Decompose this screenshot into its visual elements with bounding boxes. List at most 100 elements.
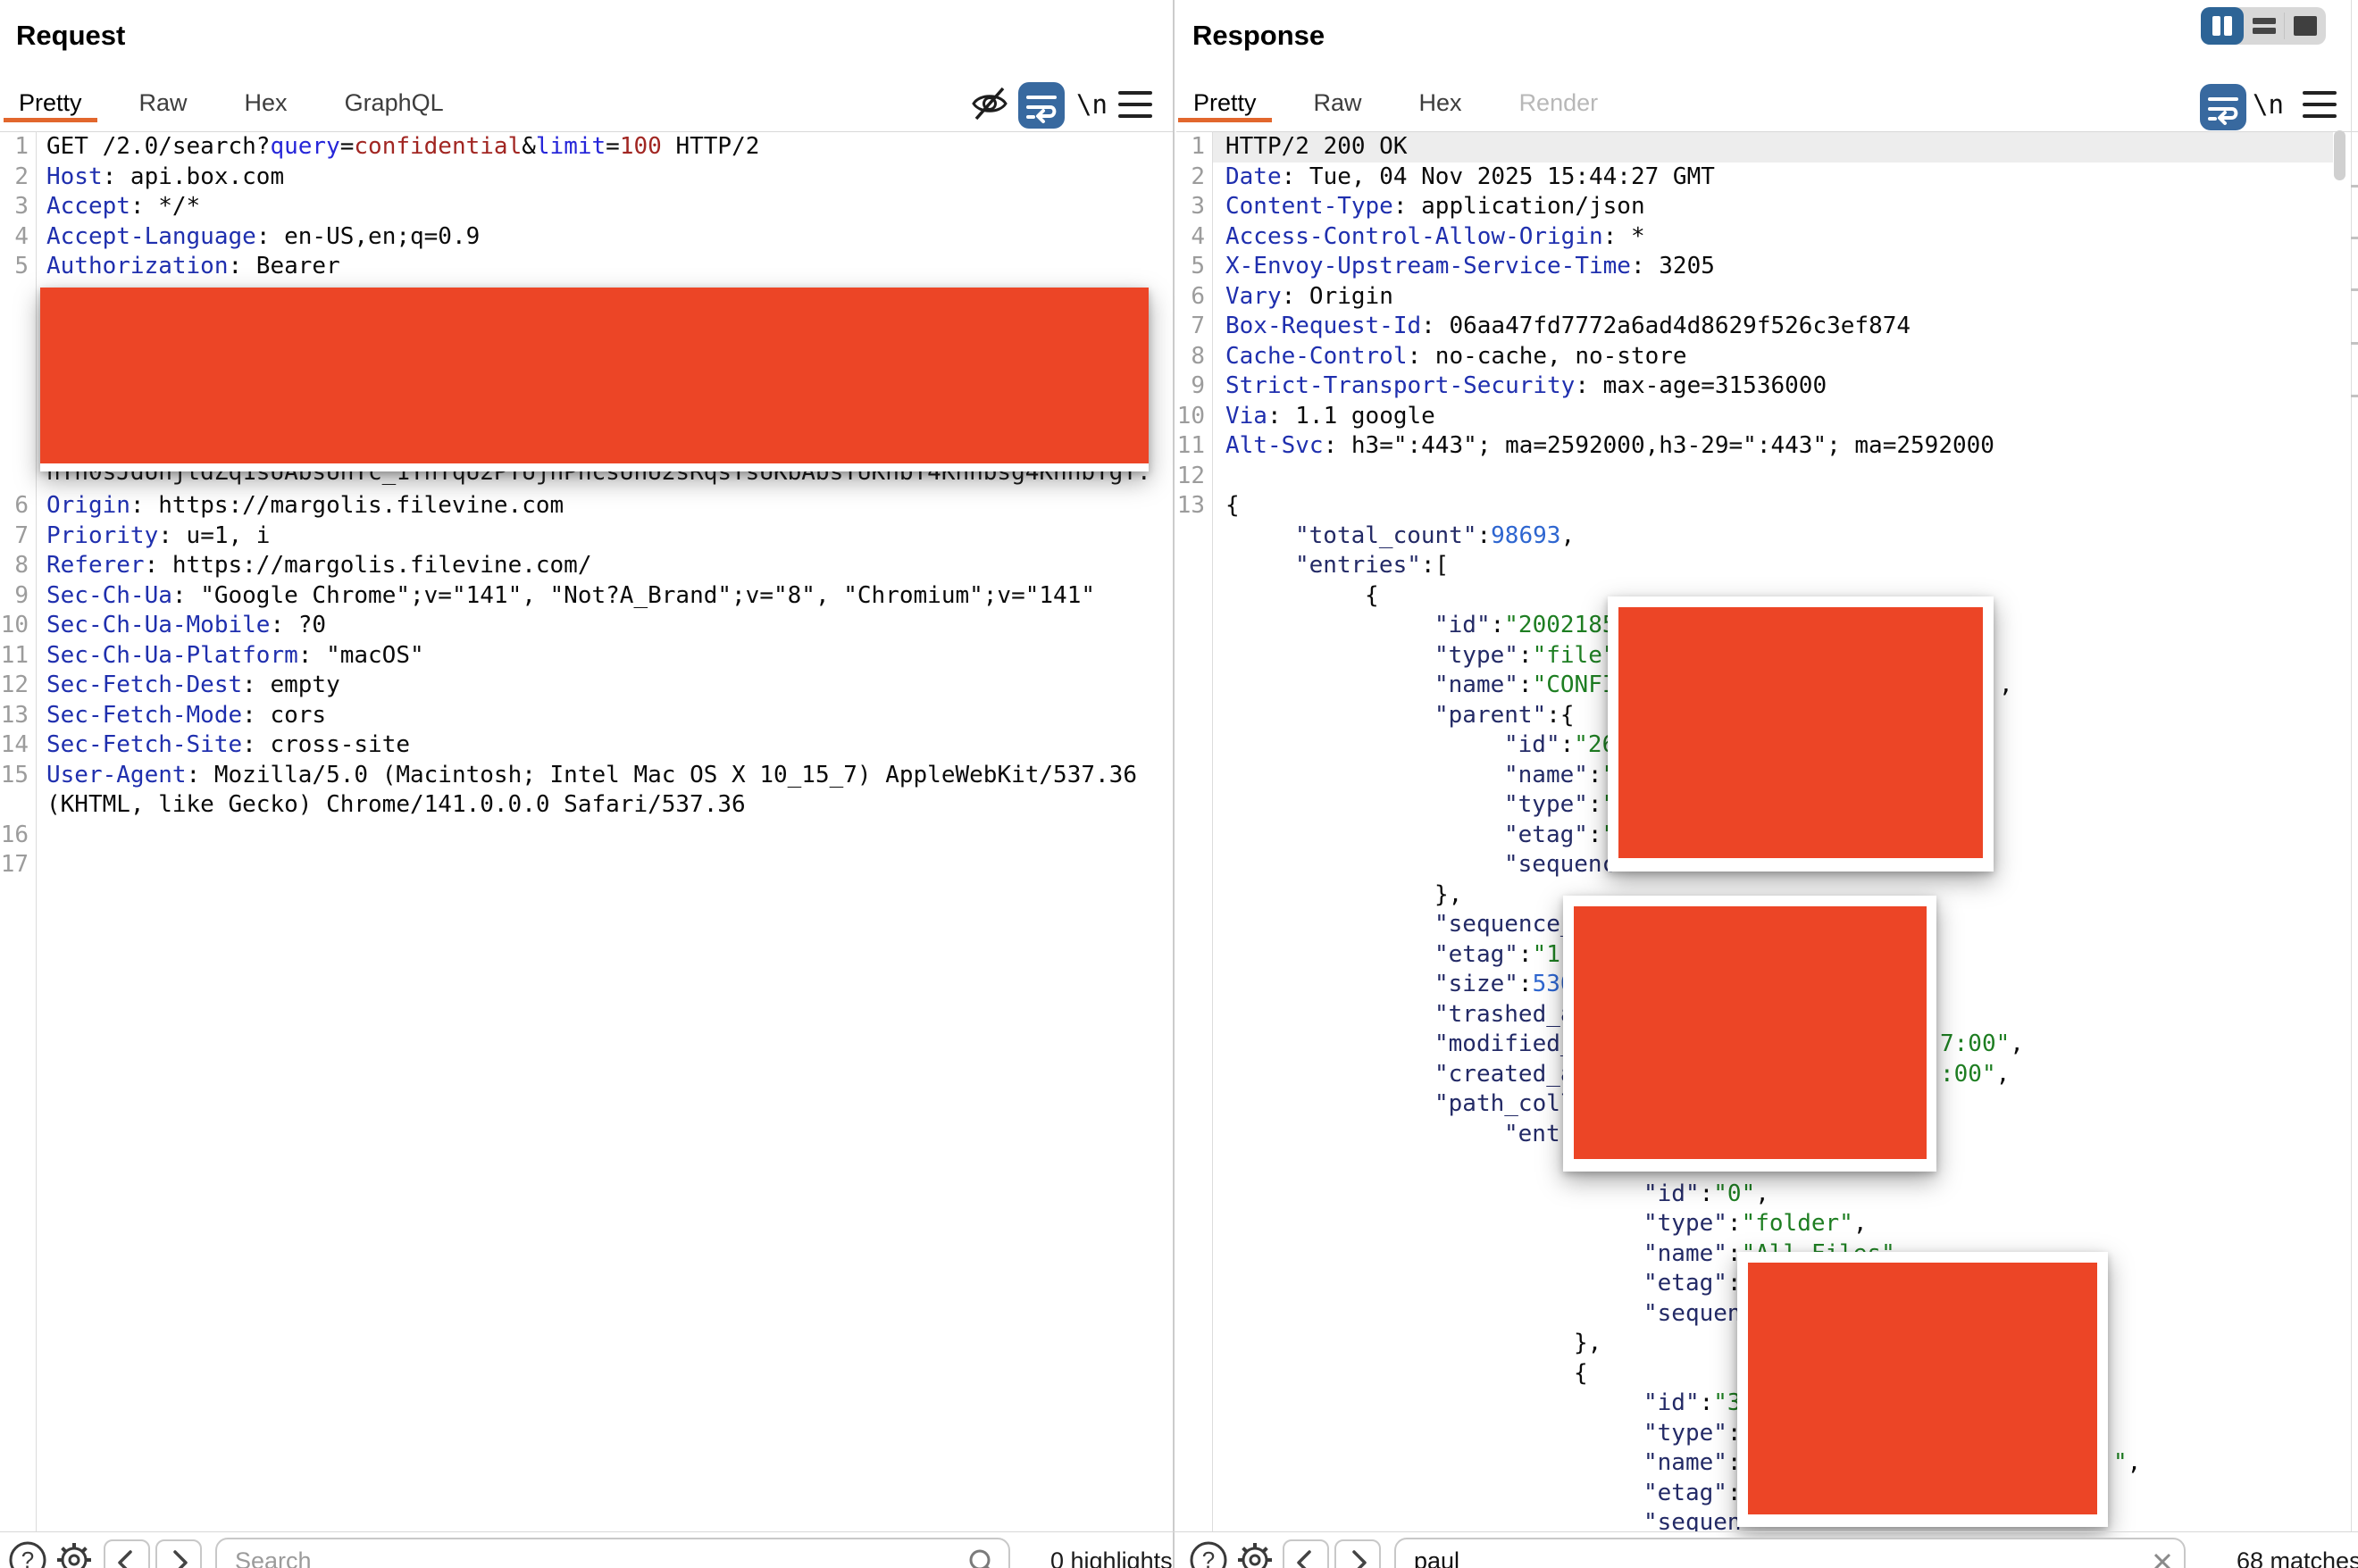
code-row: 8 Cache-Control: no-cache, no-store xyxy=(1176,342,2358,372)
code-row: "etag":" xyxy=(1504,821,1616,848)
line-number: 11 xyxy=(0,641,29,669)
word-wrap-icon[interactable] xyxy=(1018,82,1065,129)
code-row: "parent":{ xyxy=(1434,701,1575,729)
response-tab-hex[interactable]: Hex xyxy=(1418,89,1462,116)
code-row: }, xyxy=(1574,1330,1602,1356)
response-tab-render[interactable]: Render xyxy=(1518,89,1599,116)
code-row: "modified_ 7:00", xyxy=(1176,1030,2358,1060)
response-redaction-2-fill xyxy=(1574,906,1927,1159)
code-row: 7 Box-Request-Id: 06aa47fd7772a6ad4d8629f… xyxy=(1176,312,2358,342)
request-tab-graphql[interactable]: GraphQL xyxy=(344,89,444,116)
code-row: 6 Vary: Origin xyxy=(1176,282,2358,313)
search-match-tick xyxy=(2351,237,2358,239)
code-row: "entr xyxy=(1504,1120,1575,1147)
line-number: 12 xyxy=(0,671,29,698)
request-tab-raw[interactable]: Raw xyxy=(138,89,188,116)
code-row: 14 Sec-Fetch-Site: cross-site xyxy=(0,730,1173,761)
line-number: 15 xyxy=(0,761,29,788)
hide-matches-eye-icon[interactable] xyxy=(968,82,1011,125)
line-number: 1 xyxy=(1191,133,1205,160)
request-settings-gear-icon[interactable] xyxy=(54,1539,95,1568)
response-settings-gear-icon[interactable] xyxy=(1234,1539,1275,1568)
response-next-match-button[interactable] xyxy=(1334,1539,1381,1568)
request-next-match-button[interactable] xyxy=(155,1539,202,1568)
response-content-top-border xyxy=(1176,131,2358,132)
footer-divider xyxy=(0,1531,2358,1532)
code-row: "sequen xyxy=(1643,1299,1742,1327)
code-row: 8 Referer: https://margolis.filevine.com/ xyxy=(0,551,1173,581)
response-panel-title: Response xyxy=(1192,20,1325,51)
code-row: "etag": xyxy=(1643,1270,1742,1297)
response-gutter-divider xyxy=(1212,131,1213,1531)
single-pane-icon xyxy=(2294,16,2317,36)
response-match-count: 68 matches xyxy=(2237,1547,2358,1568)
request-help-icon[interactable]: ? xyxy=(7,1539,48,1568)
request-prev-match-button[interactable] xyxy=(104,1539,150,1568)
response-tabs: Pretty Raw Hex Render xyxy=(1178,82,1613,123)
search-match-tick xyxy=(2351,185,2358,188)
code-row: "id":"2002185 xyxy=(1434,612,1617,638)
code-row: 12 Sec-Fetch-Dest: empty xyxy=(0,671,1173,701)
code-row: "size":530 xyxy=(1434,971,1575,997)
columns-layout-button[interactable] xyxy=(2201,7,2244,45)
response-search-input[interactable] xyxy=(1394,1538,2186,1568)
search-match-tick xyxy=(2351,342,2358,345)
response-tab-raw[interactable]: Raw xyxy=(1313,89,1362,116)
rows-layout-button[interactable] xyxy=(2244,7,2284,45)
request-gutter-divider xyxy=(36,131,37,1531)
line-number: 12 xyxy=(1176,462,1205,489)
request-tab-hex[interactable]: Hex xyxy=(244,89,288,116)
response-prev-match-button[interactable] xyxy=(1283,1539,1329,1568)
code-row: "sequenc xyxy=(1504,851,1617,878)
response-tab-pretty[interactable]: Pretty xyxy=(1178,82,1272,123)
word-wrap-icon[interactable] xyxy=(2200,84,2246,130)
line-number: 5 xyxy=(14,253,29,279)
response-redaction-1 xyxy=(1608,596,1994,872)
code-row: 5 Authorization: Bearer xyxy=(0,252,1173,282)
request-search-magnifier-icon xyxy=(966,1547,999,1568)
response-scrollbar-thumb[interactable] xyxy=(2334,130,2345,180)
code-row: "name":"CONFI, xyxy=(1176,671,2358,701)
code-row: 10 Via: 1.1 google xyxy=(1176,402,2358,432)
line-number: 5 xyxy=(1191,253,1205,279)
code-row: "sequen_ xyxy=(1643,1509,1756,1531)
newline-icon[interactable]: \n xyxy=(1076,89,1108,120)
request-tab-pretty[interactable]: Pretty xyxy=(4,82,97,123)
request-token-redaction xyxy=(40,288,1149,471)
panel-splitter[interactable] xyxy=(1173,0,1175,1568)
code-row: "id":"3 xyxy=(1643,1389,1742,1416)
line-number: 1 xyxy=(14,133,29,160)
selected-line-highlight xyxy=(1213,132,2333,163)
line-number: 2 xyxy=(14,163,29,190)
code-row: 5 X-Envoy-Upstream-Service-Time: 3205 xyxy=(1176,252,2358,282)
request-menu-icon[interactable] xyxy=(1118,91,1152,118)
code-row: 2 Host: api.box.com xyxy=(0,163,1173,193)
single-layout-button[interactable] xyxy=(2284,7,2326,45)
code-row: "sequence_ xyxy=(1434,911,1575,938)
code-row: { xyxy=(1365,581,1379,609)
line-number: 3 xyxy=(1191,193,1205,220)
response-menu-icon[interactable] xyxy=(2303,91,2337,118)
request-tabs: Pretty Raw Hex GraphQL xyxy=(4,82,459,123)
request-content-top-border xyxy=(0,131,1173,132)
line-number: 6 xyxy=(1191,282,1205,310)
line-number: 9 xyxy=(14,581,29,609)
response-redaction-3-fill xyxy=(1748,1263,2097,1514)
code-row: 10 Sec-Ch-Ua-Mobile: ?0 xyxy=(0,611,1173,641)
response-redaction-3 xyxy=(1737,1252,2108,1527)
newline-icon[interactable]: \n xyxy=(2253,89,2284,120)
code-fragment: ", xyxy=(2113,1449,2142,1476)
response-help-icon[interactable]: ? xyxy=(1188,1539,1229,1568)
code-row: "type": xyxy=(1643,1419,1742,1447)
code-row: "type":" xyxy=(1504,791,1616,818)
code-row: 15 User-Agent: Mozilla/5.0 (Macintosh; In… xyxy=(0,761,1173,791)
code-fragment: :00", xyxy=(1940,1060,2011,1088)
line-number: 4 xyxy=(14,222,29,250)
line-number: 4 xyxy=(1191,222,1205,250)
code-row: }, xyxy=(1434,880,1463,908)
layout-switcher xyxy=(2201,7,2326,45)
request-highlight-count: 0 highlights xyxy=(1050,1547,1173,1568)
request-search-input[interactable] xyxy=(215,1538,1010,1568)
response-search-clear-icon[interactable] xyxy=(2149,1548,2176,1568)
line-number: 13 xyxy=(1176,492,1205,519)
